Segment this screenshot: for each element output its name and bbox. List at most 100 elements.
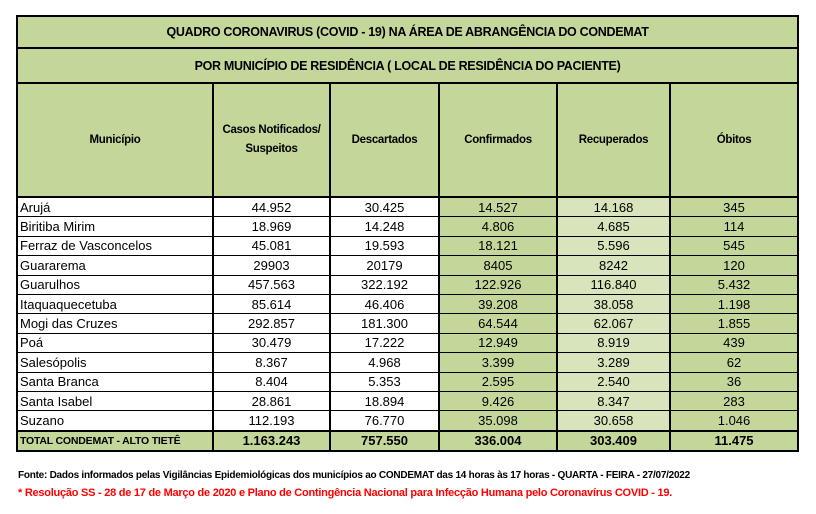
cell-casos: 8.404 <box>212 371 331 392</box>
cell-recuperados: 30.658 <box>556 410 671 432</box>
cell-obitos: 36 <box>668 371 800 392</box>
total-descartados: 757.550 <box>329 429 440 452</box>
table-row: Salesópolis 8.367 4.968 3.399 3.289 62 <box>16 352 800 373</box>
table-row: Santa Branca 8.404 5.353 2.595 2.540 36 <box>16 371 800 392</box>
cell-confirmados: 122.926 <box>438 274 558 295</box>
cell-confirmados: 9.426 <box>438 390 558 412</box>
cell-casos: 8.367 <box>212 352 331 373</box>
total-recuperados: 303.409 <box>556 429 671 452</box>
source-note: Fonte: Dados informados pelas Vigilância… <box>18 470 690 481</box>
cell-confirmados: 2.595 <box>438 371 558 392</box>
col-confirmados: Confirmados <box>438 82 558 198</box>
covid-table: QUADRO CORONAVIRUS (COVID - 19) NA ÁREA … <box>15 15 800 452</box>
cell-municipio: Guararema <box>16 255 214 276</box>
cell-municipio: Poá <box>16 332 214 354</box>
cell-descartados: 181.300 <box>329 313 440 334</box>
cell-descartados: 30.425 <box>329 196 440 218</box>
table-row: Mogi das Cruzes 292.857 181.300 64.544 62.06… <box>16 313 800 334</box>
cell-casos: 30.479 <box>212 332 331 354</box>
cell-obitos: 1.198 <box>668 293 800 315</box>
cell-confirmados: 14.527 <box>438 196 558 218</box>
cell-casos: 292.857 <box>212 313 331 334</box>
cell-recuperados: 14.168 <box>556 196 671 218</box>
cell-municipio: Itaquaquecetuba <box>16 293 214 315</box>
cell-descartados: 46.406 <box>329 293 440 315</box>
cell-casos: 85.614 <box>212 293 331 315</box>
col-casos: Casos Notificados/ Suspeitos <box>212 82 331 198</box>
table-row: Arujá 44.952 30.425 14.527 14.168 345 <box>16 196 800 218</box>
col-recuperados: Recuperados <box>556 82 671 198</box>
cell-casos: 28.861 <box>212 390 331 412</box>
table-row: Itaquaquecetuba 85.614 46.406 39.208 38.058 1… <box>16 293 800 315</box>
cell-obitos: 1.855 <box>668 313 800 334</box>
cell-recuperados: 62.067 <box>556 313 671 334</box>
cell-obitos: 545 <box>668 235 800 257</box>
cell-casos: 29903 <box>212 255 331 276</box>
cell-municipio: Santa Isabel <box>16 390 214 412</box>
table-row: Ferraz de Vasconcelos 45.081 19.593 18.121 5… <box>16 235 800 257</box>
table-row: Santa Isabel 28.861 18.894 9.426 8.347 283 <box>16 390 800 412</box>
total-row: TOTAL CONDEMAT - ALTO TIETÊ 1.163.243 75… <box>16 429 800 452</box>
cell-descartados: 17.222 <box>329 332 440 354</box>
total-casos: 1.163.243 <box>212 429 331 452</box>
cell-casos: 44.952 <box>212 196 331 218</box>
table-row: Biritiba Mirim 18.969 14.248 4.806 4.685 114 <box>16 216 800 237</box>
cell-municipio: Mogi das Cruzes <box>16 313 214 334</box>
table-title: QUADRO CORONAVIRUS (COVID - 19) NA ÁREA … <box>15 15 800 49</box>
cell-municipio: Santa Branca <box>16 371 214 392</box>
cell-recuperados: 38.058 <box>556 293 671 315</box>
total-label: TOTAL CONDEMAT - ALTO TIETÊ <box>16 429 214 452</box>
cell-confirmados: 12.949 <box>438 332 558 354</box>
cell-confirmados: 4.806 <box>438 216 558 237</box>
table-row: Suzano 112.193 76.770 35.098 30.658 1.046 <box>16 410 800 432</box>
cell-municipio: Suzano <box>16 410 214 432</box>
cell-recuperados: 3.289 <box>556 352 671 373</box>
total-confirmados: 336.004 <box>438 429 558 452</box>
cell-confirmados: 35.098 <box>438 410 558 432</box>
cell-obitos: 1.046 <box>668 410 800 432</box>
table-row: Guarulhos 457.563 322.192 122.926 116.840 5.4… <box>16 274 800 295</box>
cell-descartados: 76.770 <box>329 410 440 432</box>
cell-recuperados: 8.347 <box>556 390 671 412</box>
cell-recuperados: 5.596 <box>556 235 671 257</box>
cell-recuperados: 2.540 <box>556 371 671 392</box>
resolution-note: * Resolução SS - 28 de 17 de Março de 20… <box>18 487 673 499</box>
cell-obitos: 5.432 <box>668 274 800 295</box>
cell-municipio: Arujá <box>16 196 214 218</box>
table-row: Guararema 29903 20179 8405 8242 120 <box>16 255 800 276</box>
col-obitos: Óbitos <box>668 82 800 198</box>
cell-descartados: 14.248 <box>329 216 440 237</box>
cell-casos: 45.081 <box>212 235 331 257</box>
cell-municipio: Biritiba Mirim <box>16 216 214 237</box>
cell-recuperados: 116.840 <box>556 274 671 295</box>
col-descartados: Descartados <box>329 82 440 198</box>
cell-obitos: 120 <box>668 255 800 276</box>
cell-descartados: 18.894 <box>329 390 440 412</box>
cell-municipio: Guarulhos <box>16 274 214 295</box>
cell-obitos: 439 <box>668 332 800 354</box>
cell-casos: 112.193 <box>212 410 331 432</box>
cell-confirmados: 3.399 <box>438 352 558 373</box>
cell-descartados: 20179 <box>329 255 440 276</box>
cell-municipio: Salesópolis <box>16 352 214 373</box>
cell-obitos: 62 <box>668 352 800 373</box>
cell-confirmados: 39.208 <box>438 293 558 315</box>
cell-casos: 18.969 <box>212 216 331 237</box>
header-row: Município Casos Notificados/ Suspeitos D… <box>16 82 800 198</box>
cell-obitos: 114 <box>668 216 800 237</box>
cell-descartados: 5.353 <box>329 371 440 392</box>
cell-casos: 457.563 <box>212 274 331 295</box>
cell-descartados: 4.968 <box>329 352 440 373</box>
cell-descartados: 322.192 <box>329 274 440 295</box>
cell-recuperados: 8.919 <box>556 332 671 354</box>
cell-recuperados: 8242 <box>556 255 671 276</box>
col-municipio: Município <box>16 82 214 198</box>
cell-recuperados: 4.685 <box>556 216 671 237</box>
cell-obitos: 283 <box>668 390 800 412</box>
cell-obitos: 345 <box>668 196 800 218</box>
cell-confirmados: 18.121 <box>438 235 558 257</box>
cell-confirmados: 8405 <box>438 255 558 276</box>
cell-confirmados: 64.544 <box>438 313 558 334</box>
cell-municipio: Ferraz de Vasconcelos <box>16 235 214 257</box>
table-row: Poá 30.479 17.222 12.949 8.919 439 <box>16 332 800 354</box>
